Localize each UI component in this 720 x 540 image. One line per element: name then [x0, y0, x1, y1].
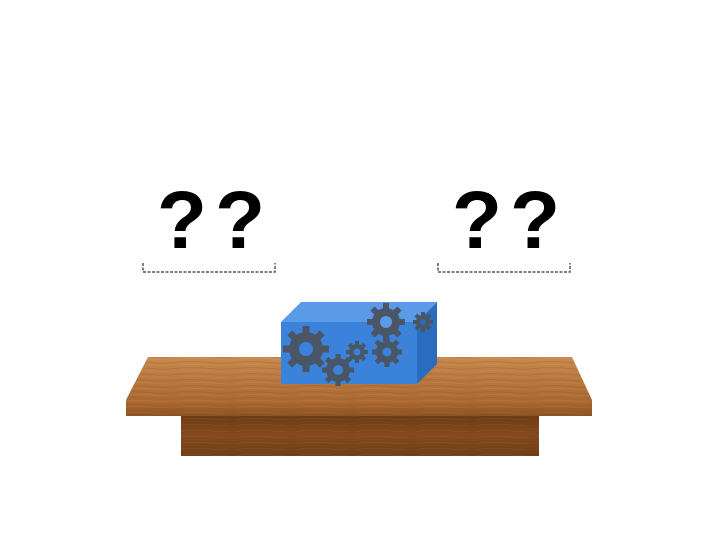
gear-box-icon: [281, 302, 437, 386]
wooden-table-icon: [126, 357, 592, 456]
left-question-marks: ??: [156, 175, 274, 266]
left-blank-bracket: [142, 263, 276, 273]
right-unknown-group: ??: [437, 180, 577, 280]
right-blank-bracket: [437, 263, 571, 273]
right-question-marks: ??: [451, 175, 569, 266]
left-unknown-group: ??: [142, 180, 282, 280]
